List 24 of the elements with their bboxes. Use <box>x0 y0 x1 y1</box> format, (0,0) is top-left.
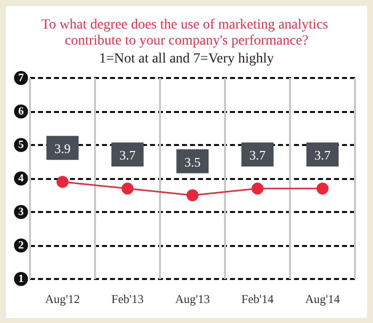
point <box>56 176 68 188</box>
y-tick-label: 4 <box>18 172 24 184</box>
data-label: 3.9 <box>54 140 71 156</box>
chart-subtitle: 1=Not at all and 7=Very highly <box>99 52 274 66</box>
y-tick-label: 7 <box>18 72 24 84</box>
data-label: 3.5 <box>184 154 201 170</box>
y-tick-label: 5 <box>18 139 24 151</box>
y-tick-label: 1 <box>18 273 24 285</box>
data-label: 3.7 <box>314 148 332 163</box>
x-tick-label: Aug'12 <box>45 292 80 306</box>
y-tick-label: 2 <box>18 240 24 252</box>
chart-title: To what degree does the use of marketing analytics contribute to your company's performance? <box>41 18 332 48</box>
point <box>316 182 328 195</box>
data-label: 3.7 <box>249 148 266 163</box>
point <box>122 182 134 195</box>
x-tick-label: Feb'13 <box>111 292 144 306</box>
point <box>252 182 264 195</box>
y-tick-label: 6 <box>18 106 24 118</box>
x-tick-label: Feb'14 <box>241 292 274 306</box>
y-tick-label: 3 <box>18 206 24 218</box>
point <box>186 189 198 202</box>
x-tick-label: Aug'13 <box>175 292 210 306</box>
data-label: 3.7 <box>119 148 136 163</box>
x-tick-label: Aug'14 <box>305 292 340 306</box>
